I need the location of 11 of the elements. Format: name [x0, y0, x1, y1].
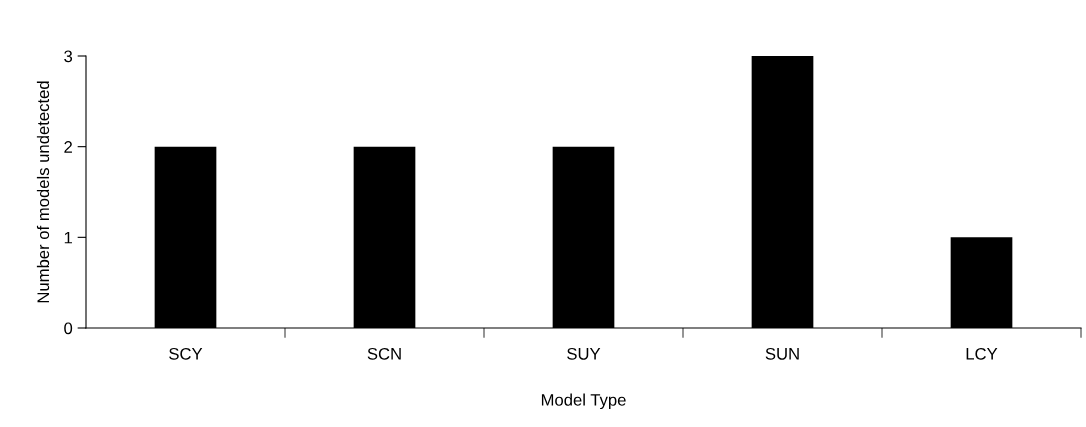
x-tick-label: SUY — [567, 347, 601, 360]
x-tick-label: SCN — [367, 347, 401, 360]
y-axis-title: Number of models undetected — [36, 81, 50, 303]
x-tick-label: SUN — [765, 347, 799, 360]
y-tick-label: 0 — [64, 322, 73, 335]
y-tick-label: 2 — [64, 141, 72, 153]
x-tick-label: SCY — [169, 347, 203, 360]
x-tick-label: LCY — [966, 347, 998, 360]
x-axis-title: Model Type — [541, 393, 626, 410]
y-tick-label: 1 — [64, 231, 72, 244]
y-tick-label: 3 — [64, 50, 73, 63]
